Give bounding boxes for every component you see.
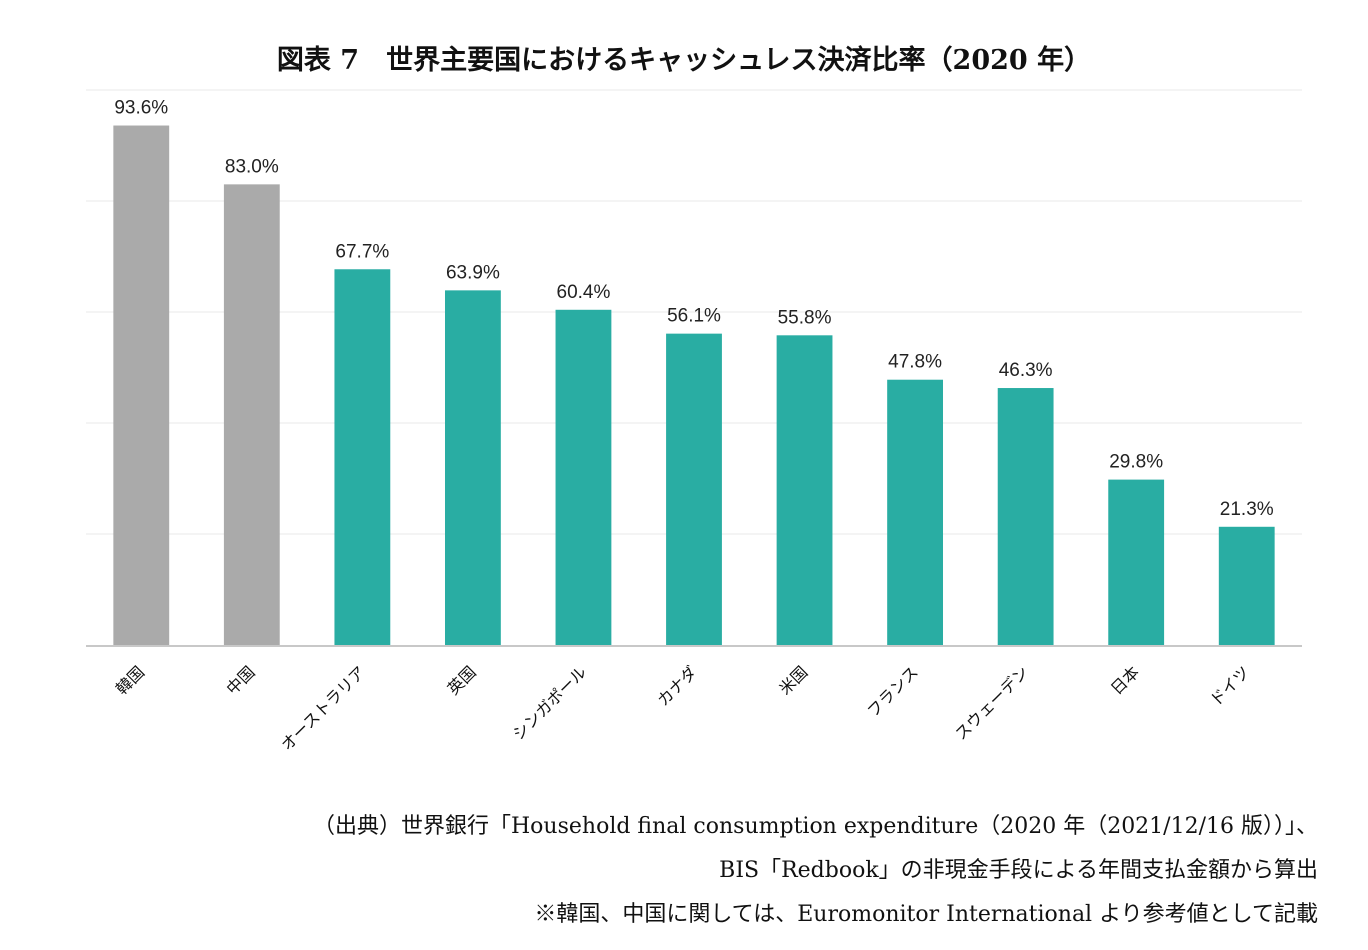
bar <box>776 335 833 645</box>
chart-title: 図表 7 世界主要国におけるキャッシュレス決済比率（2020 年） <box>276 45 1092 76</box>
data-label: 55.8% <box>778 307 832 328</box>
data-label: 56.1% <box>667 306 721 327</box>
category-label: 英国 <box>444 662 480 698</box>
source-note-line-1: （出典）世界銀行「Household final consumption exp… <box>313 814 1318 839</box>
data-label: 46.3% <box>999 360 1053 381</box>
bar <box>113 125 170 645</box>
source-note-line-3: ※韓国、中国に関しては、Euromonitor International より… <box>534 902 1318 927</box>
bar <box>223 184 280 645</box>
category-label: カナダ <box>653 662 700 709</box>
source-note-line-2: BIS「Redbook」の非現金手段による年間支払金額から算出 <box>719 858 1318 883</box>
bar <box>334 269 391 645</box>
bars <box>113 125 1275 645</box>
category-label: フランス <box>863 662 921 720</box>
bar <box>666 333 722 645</box>
data-label: 67.7% <box>335 241 389 262</box>
bar <box>887 379 944 645</box>
category-label: オーストラリア <box>277 662 369 754</box>
bar-chart: 93.6% 83.0% 67.7% 63.9% 60.4% 56.1% 55.8% 47.8%… <box>86 89 1302 754</box>
data-label: 83.0% <box>225 156 279 177</box>
category-label: 米国 <box>775 662 811 698</box>
data-label: 63.9% <box>446 262 500 283</box>
data-label: 60.4% <box>557 282 611 303</box>
category-label: 中国 <box>223 662 259 698</box>
bar <box>997 388 1054 645</box>
category-label: スウェーデン <box>951 662 1032 743</box>
data-label: 21.3% <box>1220 499 1274 520</box>
category-label: ドイツ <box>1206 662 1253 709</box>
bar <box>1108 479 1165 645</box>
data-label: 29.8% <box>1109 452 1163 473</box>
category-label: シンガポール <box>509 662 590 743</box>
bar <box>1218 526 1275 645</box>
data-label: 93.6% <box>114 98 168 119</box>
category-label: 日本 <box>1107 662 1143 698</box>
value-labels: 93.6% 83.0% 67.7% 63.9% 60.4% 56.1% 55.8% 47.8%… <box>114 98 1273 520</box>
category-label: 韓国 <box>112 662 148 698</box>
category-labels: 韓国 中国 オーストラリア 英国 シンガポール カナダ 米国 フランス スウェーデン 日本 ドイツ <box>112 662 1254 754</box>
bar <box>444 290 501 645</box>
data-label: 47.8% <box>888 352 942 373</box>
bar <box>555 309 612 645</box>
